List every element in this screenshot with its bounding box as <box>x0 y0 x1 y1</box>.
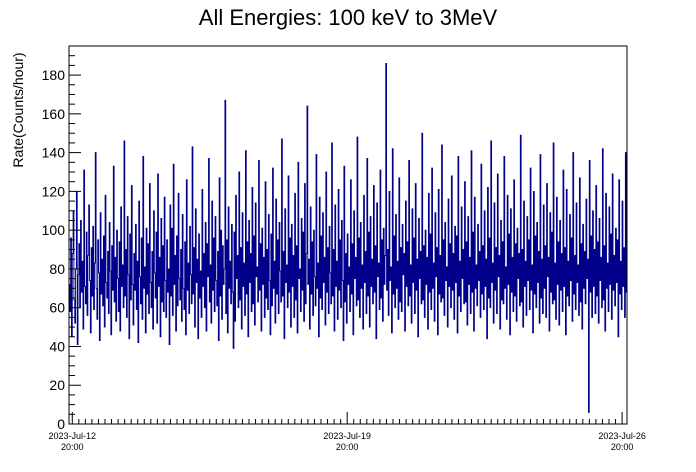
x-tick-label-time: 20:00 <box>336 442 359 452</box>
y-axis-label: Rate(Counts/hour) <box>10 52 26 167</box>
x-tick-label-time: 20:00 <box>61 442 84 452</box>
x-tick-label-date: 2023-Jul-19 <box>323 431 371 441</box>
x-tick-label-date: 2023-Jul-12 <box>49 431 97 441</box>
y-tick-label: 180 <box>42 67 66 83</box>
y-tick-label: 100 <box>42 222 66 238</box>
y-tick-label: 120 <box>42 183 66 199</box>
x-tick-label-date: 2023-Jul-26 <box>598 431 646 441</box>
x-tick-label-time: 20:00 <box>611 442 634 452</box>
series-line <box>69 62 627 413</box>
y-tick-label: 40 <box>49 338 65 354</box>
plot-area: 0204060801001201401601802023-Jul-1220:00… <box>42 45 646 452</box>
plot-frame <box>68 45 628 425</box>
y-tick-label: 80 <box>49 261 65 277</box>
y-tick-label: 140 <box>42 145 66 161</box>
y-tick-label: 60 <box>49 300 65 316</box>
chart-title: All Energies: 100 keV to 3MeV <box>199 5 498 30</box>
y-tick-label: 20 <box>49 377 65 393</box>
y-tick-label: 0 <box>57 416 65 432</box>
y-tick-label: 160 <box>42 106 66 122</box>
